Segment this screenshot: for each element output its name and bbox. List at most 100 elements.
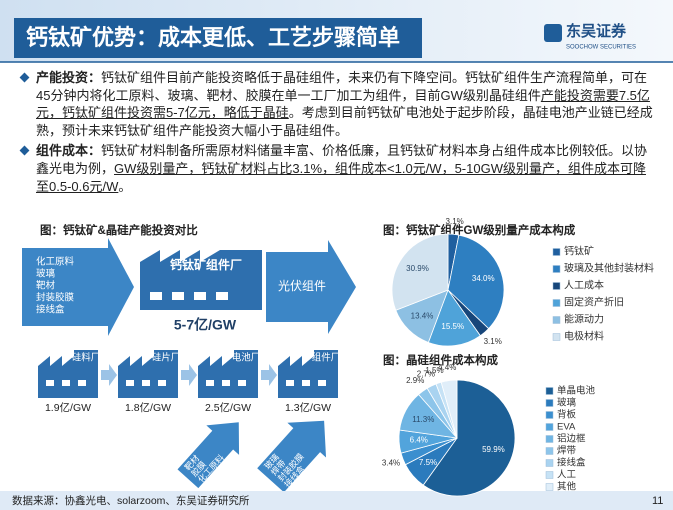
legend-label: EVA [557,422,576,433]
bullet-text: 钙钛矿组件目前产能投资略低于晶硅组件，未来仍有下降空间。钙钛矿组件生产流程简单，… [36,70,648,103]
flow-arrow [261,364,277,386]
legend-swatch [552,333,561,341]
pie-label: 59.9% [482,445,505,454]
input-text: 化工原料 [36,256,75,268]
legend-label: 焊带 [557,445,577,457]
pie-slice [422,379,516,497]
legend-label: 玻璃 [557,397,576,409]
window [78,380,86,386]
plant-name: 硅料厂 [72,352,101,364]
window [46,380,54,386]
window [222,380,230,386]
pie-label: 11.3% [412,415,434,424]
legend-swatch [552,248,561,256]
logo-en: SOOCHOW SECURITIES [566,45,636,51]
window [238,380,246,386]
input-text: 接线盒 [36,304,65,316]
pie-label: 2.9% [406,376,424,385]
legend-swatch [545,483,554,491]
legend-label: 人工 [557,470,577,481]
logo-icon [544,24,562,42]
legend-swatch [552,299,561,307]
pie-label: 2.7% [417,370,435,379]
window [286,380,294,386]
bullet-text: 产能投资需要7.5亿元，钙钛矿组件投资需5-7亿元，略低于晶硅 [36,87,650,121]
window [302,380,310,386]
window [126,380,134,386]
title-box [14,18,422,58]
bullet: 产能投资：钙钛矿组件目前产能投资略低于晶硅组件，未来仍有下降空间。钙钛矿组件生产… [19,69,658,139]
plant-name: 组件厂 [312,352,341,364]
window [142,380,150,386]
legend-swatch [545,435,554,443]
legend-label: 能源动力 [564,313,604,326]
plant-name: 电池厂 [232,352,261,364]
perovskite-cost: 5-7亿/GW [174,317,237,333]
bullet-text: 。考虑到目前钙钛矿电池处于起步阶段，晶硅电池产业链已经成熟，预计未来钙钛矿组件产… [36,105,653,138]
plant-cost: 1.3亿/GW [285,401,331,414]
plant-cost: 2.5亿/GW [205,401,251,414]
bullet-mark [19,72,30,83]
input-text: 封装胶膜 [36,292,75,304]
pie-label: 30.9% [406,264,429,273]
arrow-shape [177,422,240,489]
perovskite-factory [140,250,262,310]
legend-swatch [552,282,561,290]
bullet-label: 组件成本： [36,143,102,159]
legend-swatch [545,387,554,395]
input-text: 玻璃 [36,268,55,280]
logo-text: 东吴证券 [566,22,627,40]
legend-label: 电极材料 [564,330,604,343]
legend-label: 钙钛矿 [564,245,594,258]
page-number: 11 [652,495,663,507]
window [158,380,166,386]
legend-swatch [545,399,554,407]
legend-swatch [552,265,561,273]
window [172,292,184,300]
plant-row: 硅料厂 1.9亿/GW 硅片厂 1.8亿/GW 电池厂 2.5亿/GW 组件厂 1.3亿/GW [38,350,340,414]
legend-label: 其他 [557,481,577,493]
plant-cost: 1.8亿/GW [125,401,171,414]
bullet-text: 钙钛矿材料制备所需原材料储量丰富、价格低廉，且钙钛矿材料本身占组件成本比例较低。… [36,143,648,176]
flow-arrow [181,364,197,386]
pie-label: 3.1% [484,337,502,346]
output-label: 光伏组件 [278,279,326,293]
legend-label: 固定资产折旧 [564,296,624,309]
legend-label: 背板 [557,409,577,421]
diagram-title: 图：钙钛矿&晶硅产能投资对比 [40,223,198,237]
window [206,380,214,386]
pie-label: 6.4% [410,436,428,445]
pie-label: 15.5% [441,322,464,331]
pie-slice [427,289,481,347]
output-arrow [266,240,356,334]
bottom-arrow: 玻璃 焊带 封装胶膜 接线盒 [257,420,327,493]
pie-label: 34.0% [472,274,495,283]
pie-label: 4.4% [438,363,456,372]
bullet-label: 产能投资： [36,70,102,85]
bullet: 组件成本：钙钛矿材料制备所需原材料储量丰富、价格低廉，且钙钛矿材料本身占组件成本… [19,142,658,195]
pie-label: 1.5% [425,366,443,375]
slide-title: 钙钛矿优势：成本更低、工艺步骤简单 [26,25,400,50]
factory-label: 钙钛矿组件厂 [170,257,242,272]
chart-title: 图：晶硅组件成本构成 [383,353,498,367]
chart-title: 图：钙钛矿组件GW级别量产成本构成 [383,223,576,237]
window [150,292,162,300]
flow-arrow [101,364,117,386]
arrow-shape [257,420,327,493]
pie-label: 3.4% [382,459,400,468]
bullet-mark [19,145,30,156]
window [216,292,228,300]
window [194,292,206,300]
pie-label: 3.1% [446,217,464,226]
bullet-text: GW级别量产，钙钛矿材料占比3.1%，组件成本<1.0元/W，5-10GW级别量… [36,160,646,194]
legend-label: 人工成本 [564,279,604,292]
footer-source: 数据来源：协鑫光电、solarzoom、东吴证券研究所 [12,494,250,507]
footer-band [0,491,673,510]
legend-swatch [545,471,554,479]
input-text: 靶材 [36,280,56,292]
plant-name: 硅片厂 [152,352,181,364]
legend-label: 玻璃及其他封装材料 [564,262,654,275]
input-arrow [22,238,134,336]
